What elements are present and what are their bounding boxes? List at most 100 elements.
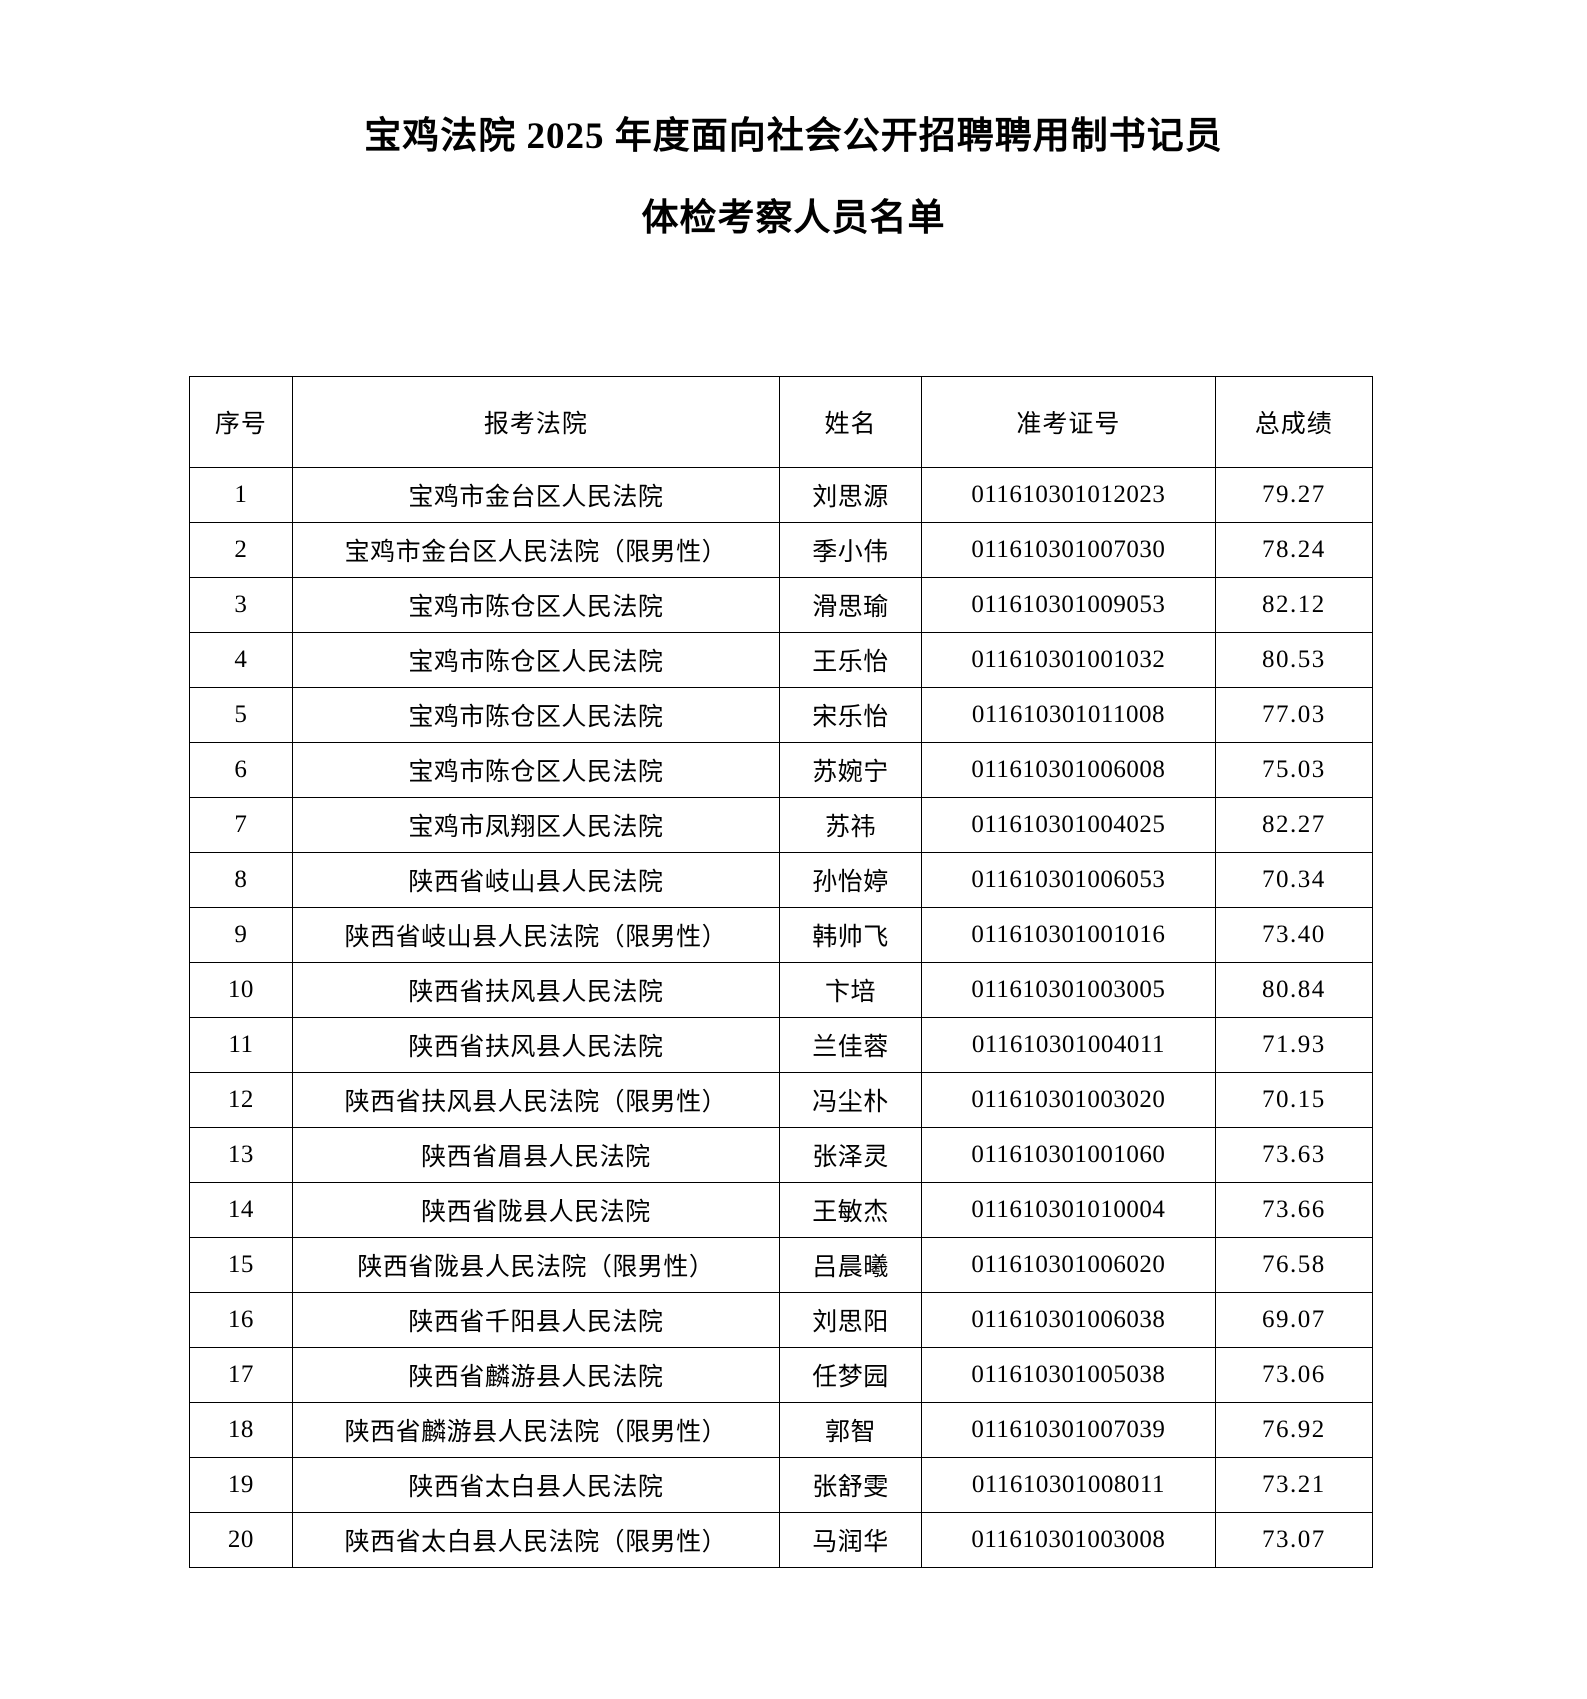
table-row: 15 陕西省陇县人民法院（限男性） 吕晨曦 011610301006020 76.58 xyxy=(189,1237,1374,1293)
table-body: 1 宝鸡市金台区人民法院 刘思源 011610301012023 79.27 2 宝鸡市金台… xyxy=(189,467,1374,1568)
page-title-line-2: 体检考察人员名单 xyxy=(641,198,946,239)
cell-name: 任梦园 xyxy=(778,1347,923,1403)
cell-court: 陕西省岐山县人民法院 xyxy=(291,852,780,908)
cell-court: 宝鸡市陈仓区人民法院 xyxy=(291,577,780,633)
cell-seq: 6 xyxy=(189,742,293,798)
table-header: 序号 报考法院 姓名 准考证号 总成绩 xyxy=(189,376,1374,468)
cell-ticket: 011610301007030 xyxy=(921,522,1216,578)
cell-ticket: 011610301006038 xyxy=(921,1292,1216,1348)
cell-name: 郭智 xyxy=(778,1402,923,1458)
cell-ticket: 011610301008011 xyxy=(921,1457,1216,1513)
cell-name: 卞培 xyxy=(778,962,923,1018)
cell-court: 宝鸡市陈仓区人民法院 xyxy=(291,687,780,743)
cell-court: 陕西省太白县人民法院（限男性） xyxy=(291,1512,780,1568)
cell-court: 宝鸡市陈仓区人民法院 xyxy=(291,632,780,688)
cell-name: 张泽灵 xyxy=(778,1127,923,1183)
cell-seq: 3 xyxy=(189,577,293,633)
table-row: 18 陕西省麟游县人民法院（限男性） 郭智 011610301007039 76.92 xyxy=(189,1402,1374,1458)
roster-table-container: 序号 报考法院 姓名 准考证号 总成绩 1 宝鸡市金台区人民法院 刘思源 011610… xyxy=(189,376,1374,1568)
cell-name: 孙怡婷 xyxy=(778,852,923,908)
cell-court: 陕西省千阳县人民法院 xyxy=(291,1292,780,1348)
table-row: 13 陕西省眉县人民法院 张泽灵 011610301001060 73.63 xyxy=(189,1127,1374,1183)
cell-ticket: 011610301012023 xyxy=(921,467,1216,523)
cell-court: 陕西省扶风县人民法院（限男性） xyxy=(291,1072,780,1128)
cell-score: 73.07 xyxy=(1214,1512,1374,1568)
column-header-ticket: 准考证号 xyxy=(921,376,1216,468)
cell-name: 王乐怡 xyxy=(778,632,923,688)
cell-score: 80.84 xyxy=(1214,962,1374,1018)
table-row: 3 宝鸡市陈仓区人民法院 滑思瑜 011610301009053 82.12 xyxy=(189,577,1374,633)
cell-court: 陕西省陇县人民法院 xyxy=(291,1182,780,1238)
table-row: 8 陕西省岐山县人民法院 孙怡婷 011610301006053 70.34 xyxy=(189,852,1374,908)
table-header-row: 序号 报考法院 姓名 准考证号 总成绩 xyxy=(189,376,1374,468)
table-row: 2 宝鸡市金台区人民法院（限男性） 季小伟 011610301007030 78.24 xyxy=(189,522,1374,578)
column-header-name: 姓名 xyxy=(778,376,923,468)
cell-seq: 7 xyxy=(189,797,293,853)
page-title: 宝鸡法院 2025 年度面向社会公开招聘聘用制书记员 体检考察人员名单 xyxy=(0,118,1587,237)
table-row: 19 陕西省太白县人民法院 张舒雯 011610301008011 73.21 xyxy=(189,1457,1374,1513)
cell-court: 陕西省扶风县人民法院 xyxy=(291,962,780,1018)
cell-ticket: 011610301003005 xyxy=(921,962,1216,1018)
cell-seq: 11 xyxy=(189,1017,293,1073)
cell-seq: 18 xyxy=(189,1402,293,1458)
column-header-score: 总成绩 xyxy=(1214,376,1374,468)
cell-score: 71.93 xyxy=(1214,1017,1374,1073)
cell-name: 苏祎 xyxy=(778,797,923,853)
cell-seq: 13 xyxy=(189,1127,293,1183)
cell-ticket: 011610301011008 xyxy=(921,687,1216,743)
column-header-court: 报考法院 xyxy=(291,376,780,468)
column-header-seq: 序号 xyxy=(189,376,293,468)
table-row: 5 宝鸡市陈仓区人民法院 宋乐怡 011610301011008 77.03 xyxy=(189,687,1374,743)
cell-court: 陕西省麟游县人民法院（限男性） xyxy=(291,1402,780,1458)
cell-ticket: 011610301010004 xyxy=(921,1182,1216,1238)
table-row: 6 宝鸡市陈仓区人民法院 苏婉宁 011610301006008 75.03 xyxy=(189,742,1374,798)
cell-ticket: 011610301006020 xyxy=(921,1237,1216,1293)
cell-court: 陕西省扶风县人民法院 xyxy=(291,1017,780,1073)
cell-name: 刘思源 xyxy=(778,467,923,523)
cell-name: 王敏杰 xyxy=(778,1182,923,1238)
cell-score: 70.15 xyxy=(1214,1072,1374,1128)
roster-table: 序号 报考法院 姓名 准考证号 总成绩 1 宝鸡市金台区人民法院 刘思源 011610… xyxy=(189,376,1374,1568)
cell-seq: 8 xyxy=(189,852,293,908)
cell-score: 82.12 xyxy=(1214,577,1374,633)
table-row: 14 陕西省陇县人民法院 王敏杰 011610301010004 73.66 xyxy=(189,1182,1374,1238)
cell-ticket: 011610301006008 xyxy=(921,742,1216,798)
cell-name: 刘思阳 xyxy=(778,1292,923,1348)
cell-score: 73.06 xyxy=(1214,1347,1374,1403)
cell-name: 马润华 xyxy=(778,1512,923,1568)
cell-ticket: 011610301001032 xyxy=(921,632,1216,688)
cell-score: 73.66 xyxy=(1214,1182,1374,1238)
cell-ticket: 011610301003020 xyxy=(921,1072,1216,1128)
cell-seq: 14 xyxy=(189,1182,293,1238)
table-row: 20 陕西省太白县人民法院（限男性） 马润华 011610301003008 73.07 xyxy=(189,1512,1374,1568)
table-row: 9 陕西省岐山县人民法院（限男性） 韩帅飞 011610301001016 73.40 xyxy=(189,907,1374,963)
table-row: 10 陕西省扶风县人民法院 卞培 011610301003005 80.84 xyxy=(189,962,1374,1018)
cell-ticket: 011610301005038 xyxy=(921,1347,1216,1403)
table-row: 4 宝鸡市陈仓区人民法院 王乐怡 011610301001032 80.53 xyxy=(189,632,1374,688)
cell-score: 70.34 xyxy=(1214,852,1374,908)
cell-ticket: 011610301001060 xyxy=(921,1127,1216,1183)
cell-score: 82.27 xyxy=(1214,797,1374,853)
cell-score: 73.21 xyxy=(1214,1457,1374,1513)
cell-seq: 19 xyxy=(189,1457,293,1513)
cell-seq: 10 xyxy=(189,962,293,1018)
cell-court: 陕西省眉县人民法院 xyxy=(291,1127,780,1183)
table-row: 11 陕西省扶风县人民法院 兰佳蓉 011610301004011 71.93 xyxy=(189,1017,1374,1073)
cell-score: 79.27 xyxy=(1214,467,1374,523)
cell-score: 69.07 xyxy=(1214,1292,1374,1348)
cell-ticket: 011610301004025 xyxy=(921,797,1216,853)
cell-seq: 5 xyxy=(189,687,293,743)
cell-seq: 2 xyxy=(189,522,293,578)
cell-court: 宝鸡市陈仓区人民法院 xyxy=(291,742,780,798)
cell-seq: 1 xyxy=(189,467,293,523)
cell-score: 76.58 xyxy=(1214,1237,1374,1293)
cell-court: 陕西省太白县人民法院 xyxy=(291,1457,780,1513)
cell-court: 陕西省陇县人民法院（限男性） xyxy=(291,1237,780,1293)
cell-score: 77.03 xyxy=(1214,687,1374,743)
cell-name: 吕晨曦 xyxy=(778,1237,923,1293)
cell-seq: 4 xyxy=(189,632,293,688)
cell-seq: 12 xyxy=(189,1072,293,1128)
table-row: 7 宝鸡市凤翔区人民法院 苏祎 011610301004025 82.27 xyxy=(189,797,1374,853)
cell-ticket: 011610301004011 xyxy=(921,1017,1216,1073)
cell-name: 张舒雯 xyxy=(778,1457,923,1513)
